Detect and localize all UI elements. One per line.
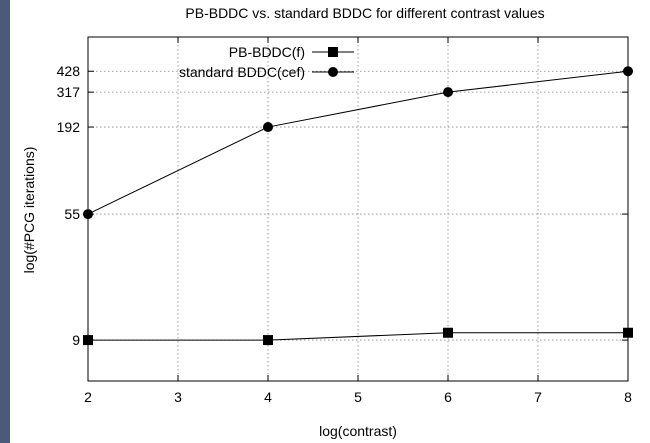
series-layer [83,66,633,346]
data-point-square [443,327,453,338]
x-tick-label: 4 [264,389,272,405]
y-tick-labels: 9 55 192 317 428 [57,63,81,348]
legend-marker-square [328,47,338,57]
y-tick-label: 192 [57,119,81,135]
x-tick-label: 3 [174,389,182,405]
data-point-square [83,335,93,346]
x-tick-label: 2 [84,389,92,405]
y-tick-label: 317 [57,84,81,100]
y-tick-label: 428 [57,63,81,79]
grid-lines [88,37,628,381]
chart-title: PB-BDDC vs. standard BDDC for different … [185,5,544,21]
x-tick-labels: 2 3 4 5 6 7 8 [84,389,632,405]
data-point-square [263,335,273,346]
y-axis-label: log(#PCG iterations) [21,147,37,274]
legend-marker-circle [328,67,338,77]
data-point-circle [623,66,633,77]
data-point-square [623,327,633,338]
y-tick-label: 9 [72,332,80,348]
y-tick-label: 55 [64,206,80,222]
data-point-circle [83,209,93,220]
x-tick-label: 8 [624,389,632,405]
legend-label: PB-BDDC(f) [229,44,305,60]
x-tick-label: 5 [354,389,362,405]
legend: PB-BDDC(f) standard BDDC(cef) [179,44,354,80]
data-point-circle [263,122,273,133]
x-axis-label: log(contrast) [319,423,397,439]
x-tick-label: 6 [444,389,452,405]
x-tick-label: 7 [534,389,542,405]
series-line-pb-bddc [88,332,628,341]
series-line-standard-bddc [87,70,629,215]
data-point-circle [443,87,453,98]
legend-label: standard BDDC(cef) [179,64,305,80]
left-edge-strip [0,0,10,443]
